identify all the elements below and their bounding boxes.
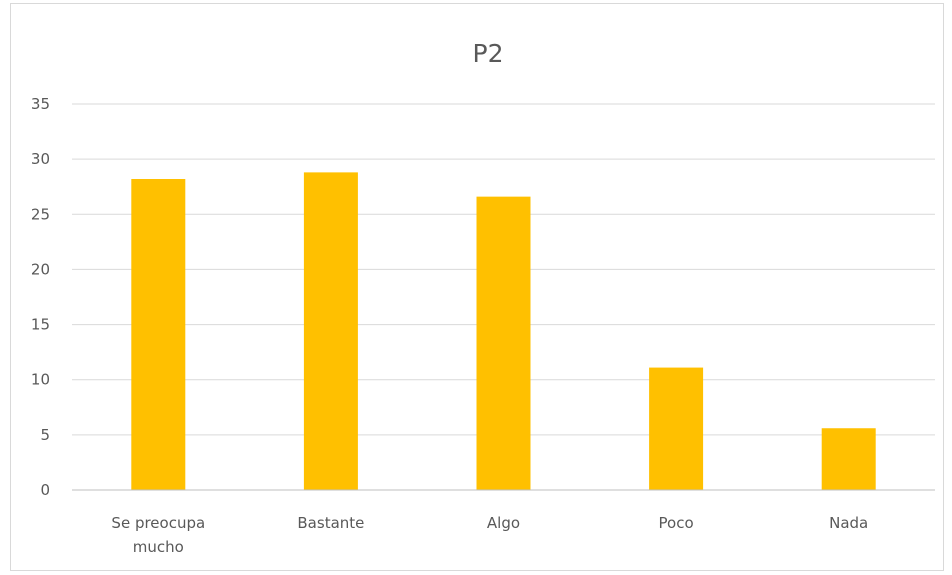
bar [821,428,876,490]
x-category-label-line: mucho [133,538,184,556]
x-category-label-line: Nada [829,514,868,532]
y-tick-label: 5 [40,426,50,444]
x-category-label: Nada [829,514,868,532]
bar [131,178,186,490]
x-category-label: Poco [659,514,694,532]
y-axis-tick-labels: 0 5 10 15 20 25 30 35 [31,95,50,499]
y-tick-label: 15 [31,316,50,334]
x-axis-category-labels: Se preocupa mucho Bastante Algo Poco Nada [111,514,868,556]
y-tick-label: 35 [31,95,50,113]
x-category-label-line: Poco [659,514,694,532]
x-category-label: Algo [487,514,520,532]
chart-title: P2 [473,39,504,68]
y-tick-label: 20 [31,260,50,278]
bars [131,172,876,490]
x-category-label-line: Se preocupa [111,514,205,532]
y-tick-label: 10 [31,371,50,389]
y-tick-label: 0 [40,481,50,499]
bar [476,196,531,490]
x-category-label: Bastante [297,514,364,532]
x-category-label-line: Bastante [297,514,364,532]
x-category-label-line: Algo [487,514,520,532]
bar [649,367,704,490]
x-category-label: Se preocupa mucho [111,514,205,556]
bar [303,172,358,490]
y-tick-label: 25 [31,205,50,223]
y-tick-label: 30 [31,150,50,168]
